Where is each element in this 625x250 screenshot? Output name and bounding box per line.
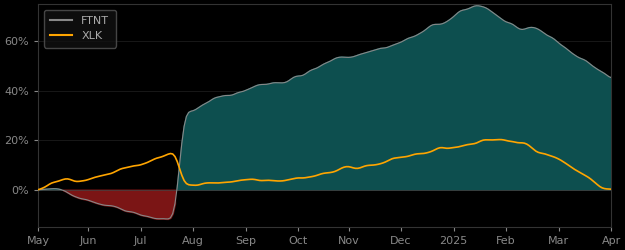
Legend: FTNT, XLK: FTNT, XLK (44, 10, 116, 48)
